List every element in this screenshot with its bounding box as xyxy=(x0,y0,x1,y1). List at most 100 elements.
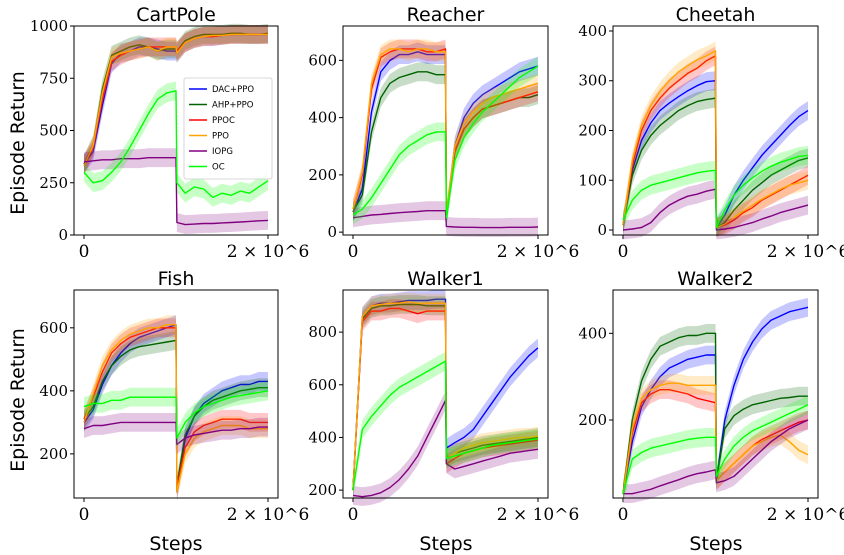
x-tick-label: 0 xyxy=(79,505,90,525)
series-band-oc xyxy=(84,81,268,207)
series-band-ppoc xyxy=(623,46,808,237)
series-line-oc xyxy=(83,390,269,439)
x-tick-label: 0 xyxy=(618,505,629,525)
plot-frame xyxy=(342,289,549,499)
y-tick-label: 200 xyxy=(308,166,337,184)
panel-walker1: Walker1 200 400 600 800 0 2 × 10^6 xyxy=(308,268,579,525)
plot-frame xyxy=(342,25,549,236)
legend-entry: PPO xyxy=(212,132,229,142)
legend-entry: OC xyxy=(212,163,225,173)
panel-title: Walker2 xyxy=(677,268,753,290)
y-tick-label: 200 xyxy=(308,481,337,499)
series-band-ppo xyxy=(353,292,538,500)
series-band-iopg xyxy=(353,391,538,506)
series-line-ppo xyxy=(622,382,809,494)
legend-entry: PPOC xyxy=(212,116,235,126)
series-band-ppo xyxy=(84,25,268,176)
panel-fish: Fish 200 400 600 0 2 × 10^6 xyxy=(39,268,309,525)
plot-frame xyxy=(612,25,819,236)
series-band-oc xyxy=(353,351,538,500)
x-tick-label: 0 xyxy=(618,242,629,262)
y-tick-label: 200 xyxy=(578,122,607,140)
series-line-iopg xyxy=(83,157,269,226)
x-axis-label-3: Steps xyxy=(689,533,742,555)
x-tick-label: 0 xyxy=(348,242,359,262)
x-tick-label: 2 × 10^6 xyxy=(497,242,580,262)
panel-cartpole: CartPole 0 250 500 750 1000 0 2 × 10^6 xyxy=(30,4,309,262)
x-tick-label: 2 × 10^6 xyxy=(227,242,310,262)
legend-entry: IOPG xyxy=(212,147,233,157)
series-band-ahp-ppo xyxy=(353,295,538,500)
y-tick-label: 200 xyxy=(39,445,68,463)
series-line-oc xyxy=(83,90,269,199)
y-tick-label: 600 xyxy=(308,376,337,394)
series-band-dac-ppo xyxy=(623,298,808,503)
legend-box xyxy=(183,77,273,180)
y-tick-label: 200 xyxy=(578,411,607,429)
y-tick-label: 0 xyxy=(58,226,68,244)
y-tick-label: 250 xyxy=(39,174,68,192)
x-tick-label: 2 × 10^6 xyxy=(497,505,580,525)
panel-reacher: Reacher 0 200 400 600 0 2 × 10^6 xyxy=(308,4,579,262)
legend: DAC+PPO AHP+PPO PPOC PPO IOPG OC xyxy=(183,77,273,180)
series-line-oc xyxy=(622,154,809,229)
series-line-oc xyxy=(352,360,539,491)
x-tick-label: 0 xyxy=(79,242,90,262)
panel-title: CartPole xyxy=(136,4,216,26)
panel-walker2: Walker2 200 400 0 2 × 10^6 xyxy=(578,268,844,525)
series-band-oc xyxy=(353,56,538,228)
y-tick-label: 400 xyxy=(578,324,607,342)
series-band-ppoc xyxy=(353,299,538,500)
series-line-ppo xyxy=(83,33,268,167)
y-tick-label: 800 xyxy=(308,323,337,341)
legend-entry: DAC+PPO xyxy=(212,85,254,95)
x-tick-label: 2 × 10^6 xyxy=(767,242,844,262)
y-tick-label: 100 xyxy=(578,171,607,189)
y-axis-label-top: Episode Return xyxy=(7,71,29,215)
series-band-dac-ppo xyxy=(623,71,808,237)
series-band-iopg xyxy=(84,413,268,454)
y-tick-label: 600 xyxy=(39,319,68,337)
y-tick-label: 600 xyxy=(308,51,337,69)
x-tick-label: 2 × 10^6 xyxy=(767,505,844,525)
panel-title: Walker1 xyxy=(407,268,483,290)
x-axis-label-2: Steps xyxy=(419,533,472,555)
y-tick-label: 400 xyxy=(578,22,607,40)
series-band-oc xyxy=(623,395,808,503)
series-band-iopg xyxy=(623,179,808,240)
plot-frame xyxy=(73,25,279,236)
panel-title: Cheetah xyxy=(676,4,756,26)
y-tick-label: 500 xyxy=(39,122,68,140)
y-axis-label-bottom: Episode Return xyxy=(7,328,29,472)
y-tick-label: 1000 xyxy=(30,17,68,35)
series-band-ppoc xyxy=(84,25,268,176)
y-tick-label: 750 xyxy=(39,69,68,87)
series-band-iopg xyxy=(623,410,808,503)
panel-title: Reacher xyxy=(407,4,485,26)
series-band-oc xyxy=(623,146,808,237)
panel-title: Fish xyxy=(158,268,195,290)
legend-entry: AHP+PPO xyxy=(212,101,254,111)
x-tick-label: 2 × 10^6 xyxy=(227,505,310,525)
series-band-ahp-ppo xyxy=(84,23,268,174)
series-band-dac-ppo xyxy=(84,25,268,174)
y-tick-label: 300 xyxy=(578,72,607,90)
y-tick-label: 400 xyxy=(308,428,337,446)
series-line-ppo xyxy=(622,50,809,229)
panel-cheetah: Cheetah 0 100 200 300 400 0 2 × 10^6 xyxy=(578,4,844,262)
series-band-ahp-ppo xyxy=(623,88,808,237)
series-line-oc xyxy=(622,404,809,494)
y-tick-label: 0 xyxy=(597,221,607,239)
series-line-iopg xyxy=(352,210,539,229)
y-tick-label: 400 xyxy=(39,382,68,400)
y-tick-label: 0 xyxy=(327,223,337,241)
series-line-oc xyxy=(352,65,539,219)
plot-frame xyxy=(612,289,819,499)
plot-frame xyxy=(73,289,279,499)
series-band-ppo xyxy=(623,373,808,503)
x-tick-label: 0 xyxy=(348,505,359,525)
y-tick-label: 400 xyxy=(308,109,337,127)
series-band-oc xyxy=(84,381,268,448)
